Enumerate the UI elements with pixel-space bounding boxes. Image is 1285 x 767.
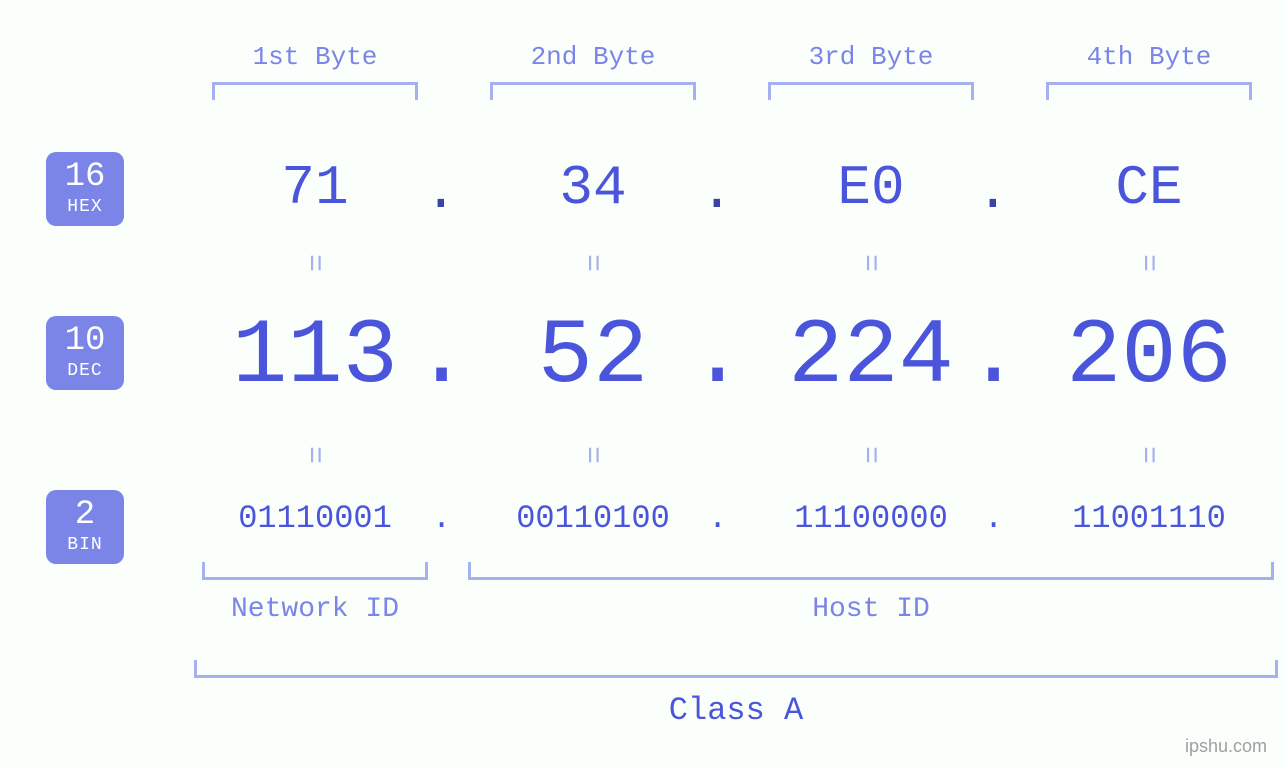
hex-byte-4: CE — [1034, 156, 1264, 220]
badge-dec-label: DEC — [46, 362, 124, 380]
dec-dot-3: . — [966, 304, 1021, 409]
label-network-id: Network ID — [202, 594, 428, 625]
label-class: Class A — [194, 692, 1278, 729]
eq-dec-bin-2: = — [576, 440, 610, 470]
hex-dot-3: . — [976, 160, 1010, 224]
watermark: ipshu.com — [1185, 736, 1267, 757]
byte-header-1: 1st Byte — [200, 42, 430, 72]
badge-bin-label: BIN — [46, 536, 124, 554]
eq-hex-dec-3: = — [854, 248, 888, 278]
bin-byte-1: 01110001 — [190, 500, 440, 537]
badge-dec-base: 10 — [46, 324, 124, 358]
dec-byte-2: 52 — [478, 304, 708, 409]
dec-byte-4: 206 — [1034, 304, 1264, 409]
hex-dot-1: . — [424, 160, 458, 224]
badge-hex-label: HEX — [46, 198, 124, 216]
bin-dot-1: . — [432, 500, 451, 537]
eq-hex-dec-4: = — [1132, 248, 1166, 278]
badge-bin: 2 BIN — [46, 490, 124, 564]
byte-bracket-top-3 — [768, 82, 974, 100]
badge-bin-base: 2 — [46, 498, 124, 532]
badge-hex: 16 HEX — [46, 152, 124, 226]
byte-bracket-top-1 — [212, 82, 418, 100]
dec-dot-1: . — [414, 304, 469, 409]
bracket-class — [194, 660, 1278, 678]
bin-dot-3: . — [984, 500, 1003, 537]
eq-dec-bin-1: = — [298, 440, 332, 470]
byte-header-3: 3rd Byte — [756, 42, 986, 72]
byte-bracket-top-4 — [1046, 82, 1252, 100]
eq-dec-bin-4: = — [1132, 440, 1166, 470]
label-host-id: Host ID — [468, 594, 1274, 625]
hex-byte-3: E0 — [756, 156, 986, 220]
badge-dec: 10 DEC — [46, 316, 124, 390]
bin-dot-2: . — [708, 500, 727, 537]
eq-hex-dec-2: = — [576, 248, 610, 278]
dec-byte-1: 113 — [200, 304, 430, 409]
badge-hex-base: 16 — [46, 160, 124, 194]
bin-byte-3: 11100000 — [746, 500, 996, 537]
byte-bracket-top-2 — [490, 82, 696, 100]
hex-byte-2: 34 — [478, 156, 708, 220]
dec-byte-3: 224 — [756, 304, 986, 409]
bracket-host-id — [468, 562, 1274, 580]
bin-byte-2: 00110100 — [468, 500, 718, 537]
dec-dot-2: . — [690, 304, 745, 409]
byte-header-4: 4th Byte — [1034, 42, 1264, 72]
bin-byte-4: 11001110 — [1024, 500, 1274, 537]
bracket-network-id — [202, 562, 428, 580]
byte-header-2: 2nd Byte — [478, 42, 708, 72]
hex-dot-2: . — [700, 160, 734, 224]
eq-dec-bin-3: = — [854, 440, 888, 470]
eq-hex-dec-1: = — [298, 248, 332, 278]
hex-byte-1: 71 — [200, 156, 430, 220]
